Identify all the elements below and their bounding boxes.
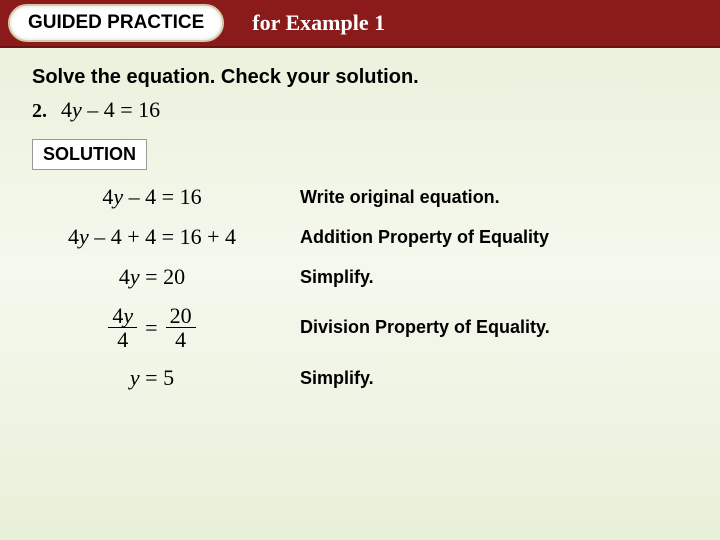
solution-label: SOLUTION — [32, 139, 147, 170]
equals-sign: = — [145, 315, 157, 341]
fraction-left: 4y 4 — [108, 304, 137, 351]
step-equation: 4y – 4 = 16 — [32, 184, 272, 210]
step-equation-fraction: 4y 4 = 20 4 — [32, 304, 272, 351]
fraction-numerator: 20 — [166, 304, 196, 328]
content-area: Solve the equation. Check your solution.… — [0, 48, 720, 391]
problem-line: 2. 4y – 4 = 16 — [32, 97, 688, 123]
fraction-right: 20 4 — [166, 304, 196, 351]
header-title: for Example 1 — [252, 10, 385, 36]
fraction-denominator: 4 — [113, 328, 132, 351]
instruction-text: Solve the equation. Check your solution. — [32, 66, 688, 89]
problem-number: 2. — [32, 100, 47, 123]
step-explanation: Addition Property of Equality — [300, 227, 688, 248]
step-explanation: Simplify. — [300, 267, 688, 288]
step-explanation: Division Property of Equality. — [300, 317, 688, 338]
guided-practice-badge: GUIDED PRACTICE — [8, 4, 224, 42]
fraction-denominator: 4 — [171, 328, 190, 351]
step-equation: 4y – 4 + 4 = 16 + 4 — [32, 224, 272, 250]
problem-equation: 4y – 4 = 16 — [61, 97, 160, 123]
solution-steps: 4y – 4 = 16 Write original equation. 4y … — [32, 184, 688, 391]
step-explanation: Write original equation. — [300, 187, 688, 208]
fraction-numerator: 4y — [108, 304, 137, 328]
header-bar: GUIDED PRACTICE for Example 1 — [0, 0, 720, 48]
step-explanation: Simplify. — [300, 368, 688, 389]
step-equation: y = 5 — [32, 365, 272, 391]
step-equation: 4y = 20 — [32, 264, 272, 290]
